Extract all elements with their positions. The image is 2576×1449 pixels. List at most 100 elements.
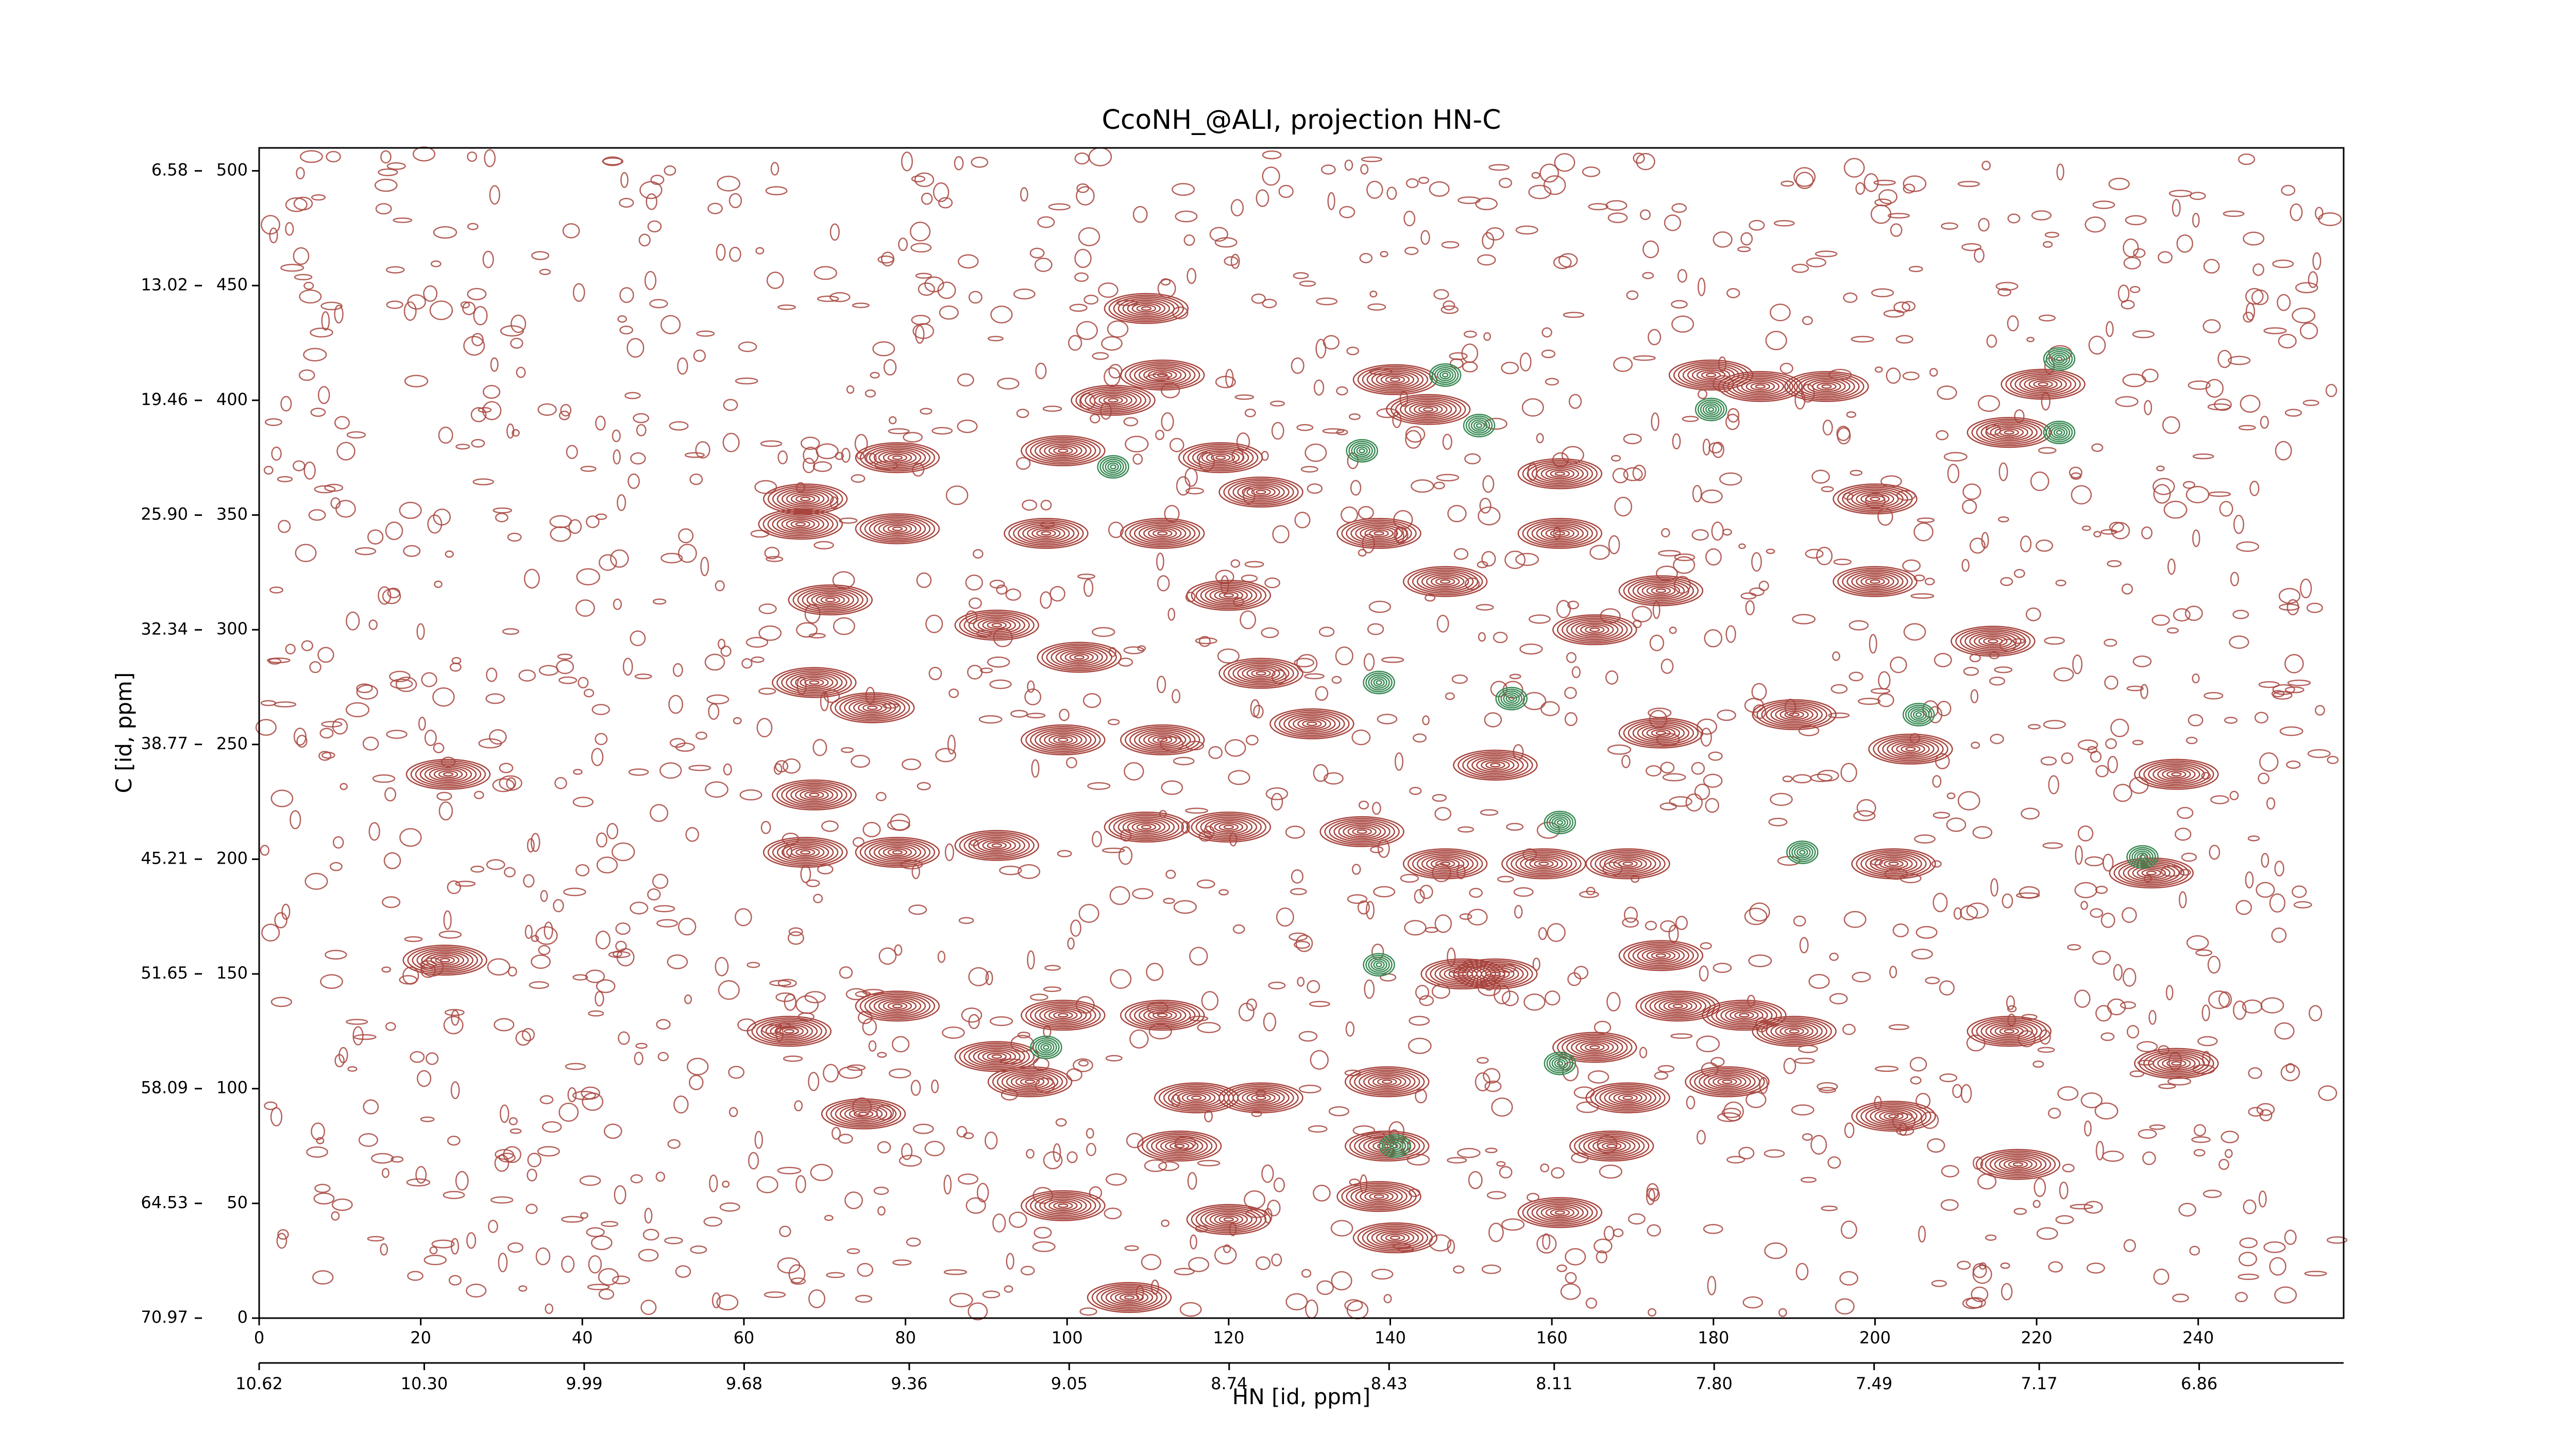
noise-contour	[839, 966, 853, 979]
noise-contour	[1887, 213, 1910, 219]
positive-contour	[1599, 1087, 1656, 1108]
noise-contour	[2242, 999, 2263, 1014]
noise-contour	[618, 1031, 630, 1045]
noise-contour	[1633, 355, 1656, 361]
positive-contour	[1031, 528, 1061, 539]
positive-contour	[2127, 864, 2176, 882]
positive-contour	[1750, 382, 1770, 391]
positive-contour	[1730, 1009, 1759, 1021]
positive-contour	[991, 622, 1003, 628]
noise-contour	[1647, 1224, 1662, 1237]
noise-contour	[2277, 294, 2291, 311]
positive-contour	[756, 1019, 823, 1044]
positive-contour	[982, 1051, 1012, 1063]
noise-contour	[1528, 184, 1552, 199]
positive-contour	[767, 838, 843, 866]
negative-contour	[1549, 1055, 1571, 1072]
positive-contour	[1178, 442, 1263, 474]
noise-contour	[787, 931, 804, 945]
noise-contour	[1998, 462, 2008, 481]
positive-contour	[1608, 1090, 1647, 1105]
noise-contour	[756, 1176, 778, 1193]
noise-contour	[1477, 1057, 1489, 1064]
y-axis-label: C [id, ppm]	[111, 672, 137, 794]
noise-contour	[2084, 216, 2106, 233]
noise-contour	[2243, 231, 2265, 246]
negative-contour	[1789, 842, 1816, 863]
positive-contour	[1025, 1191, 1101, 1220]
noise-contour	[1874, 366, 1883, 373]
noise-contour	[1270, 793, 1283, 811]
noise-contour	[1970, 689, 1979, 703]
noise-contour	[2315, 207, 2324, 220]
noise-contour	[1369, 290, 1378, 298]
noise-contour	[2285, 1063, 2295, 1073]
positive-contour	[2001, 368, 2086, 400]
positive-contour	[786, 492, 825, 507]
x2-tick-label: 8.43	[1371, 1374, 1408, 1393]
noise-contour	[1600, 608, 1621, 624]
noise-contour	[980, 667, 993, 673]
noise-contour	[293, 247, 310, 265]
noise-contour	[2232, 610, 2249, 619]
noise-contour	[1179, 1302, 1202, 1317]
positive-contour	[802, 589, 859, 611]
positive-contour	[996, 1069, 1063, 1094]
positive-contour	[1780, 1025, 1809, 1037]
noise-contour	[638, 1249, 659, 1262]
positive-contour	[1030, 1003, 1096, 1027]
positive-contour	[1251, 669, 1271, 678]
noise-contour	[448, 1275, 462, 1286]
noise-contour	[274, 701, 297, 707]
noise-contour	[1010, 1035, 1035, 1053]
noise-contour	[1835, 1298, 1855, 1315]
positive-contour	[1595, 851, 1661, 876]
positive-contour	[887, 848, 908, 856]
positive-contour	[1856, 1102, 1931, 1130]
noise-contour	[1869, 634, 1877, 654]
noise-contour	[1132, 453, 1143, 465]
positive-contour	[2171, 772, 2182, 777]
x-tick-label: 160	[1536, 1328, 1568, 1347]
noise-contour	[1842, 1023, 1856, 1035]
noise-contour	[1903, 183, 1916, 194]
noise-contour	[391, 1156, 404, 1163]
noise-contour	[1698, 277, 1706, 296]
positive-contour	[1214, 1214, 1244, 1225]
noise-contour	[1485, 1148, 1498, 1153]
negative-contour	[1110, 464, 1116, 469]
noise-contour	[424, 730, 437, 746]
positive-contour	[781, 517, 820, 532]
positive-contour	[1865, 1105, 1922, 1127]
positive-contour	[1951, 626, 2036, 657]
noise-contour	[510, 338, 523, 349]
negative-contour	[1702, 403, 1720, 416]
positive-contour	[1524, 856, 1563, 871]
noise-contour	[1997, 288, 2011, 297]
negative-contour	[1105, 460, 1122, 474]
positive-contour	[765, 1022, 814, 1040]
noise-contour	[1515, 225, 1538, 235]
noise-contour	[1831, 684, 1848, 694]
positive-contour	[1980, 1150, 2056, 1178]
noise-contour	[1870, 688, 1891, 694]
noise-contour	[2219, 501, 2233, 517]
positive-contour	[1074, 655, 1084, 660]
positive-contour	[2157, 1056, 2196, 1071]
positive-contour	[830, 692, 915, 723]
noise-contour	[1589, 545, 1610, 560]
positive-contour	[1562, 617, 1628, 642]
noise-contour	[1293, 272, 1309, 279]
positive-contour	[821, 1098, 906, 1130]
noise-contour	[2259, 1109, 2273, 1122]
positive-contour	[1971, 1017, 2047, 1046]
positive-contour	[2010, 372, 2076, 397]
noise-contour	[416, 623, 425, 640]
noise-contour	[758, 625, 782, 641]
noise-contour	[1717, 709, 1736, 721]
positive-contour	[809, 793, 820, 798]
noise-contour	[1024, 688, 1042, 705]
positive-contour	[1412, 569, 1479, 594]
noise-contour	[383, 852, 401, 869]
noise-contour	[684, 995, 692, 1004]
